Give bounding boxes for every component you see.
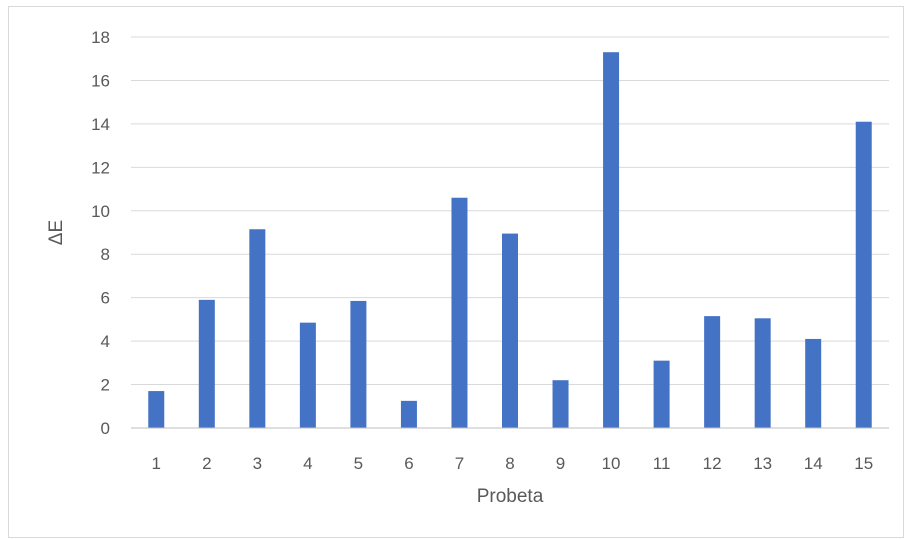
x-tick-label: 2 [202, 454, 211, 473]
x-tick-label: 12 [703, 454, 722, 473]
bar [299, 322, 316, 428]
bar [148, 391, 165, 428]
y-tick-label: 6 [101, 289, 110, 308]
x-tick-label: 6 [404, 454, 413, 473]
bar [653, 360, 670, 428]
x-axis-ticks: 1 2 3 4 5 6 7 8 9 10 11 12 13 14 15 [152, 454, 874, 473]
y-tick-label: 4 [101, 332, 110, 351]
x-tick-label: 15 [854, 454, 873, 473]
bars [148, 52, 872, 428]
x-axis-title: Probeta [477, 486, 544, 507]
x-tick-label: 14 [804, 454, 823, 473]
y-axis-ticks: 0 2 4 6 8 10 12 14 16 18 [91, 28, 110, 438]
x-tick-label: 3 [253, 454, 262, 473]
x-tick-label: 7 [455, 454, 464, 473]
x-tick-label: 1 [152, 454, 161, 473]
y-tick-label: 16 [91, 71, 110, 90]
x-tick-label: 5 [354, 454, 363, 473]
bar [754, 318, 771, 428]
y-tick-label: 18 [91, 28, 110, 47]
x-tick-label: 13 [753, 454, 772, 473]
bar [249, 229, 266, 428]
y-tick-label: 12 [91, 158, 110, 177]
bar [198, 299, 215, 428]
x-tick-label: 4 [303, 454, 312, 473]
bar [502, 233, 518, 428]
x-tick-label: 9 [556, 454, 565, 473]
y-tick-label: 2 [101, 376, 110, 395]
y-tick-label: 8 [101, 245, 110, 264]
y-tick-label: 10 [91, 202, 110, 221]
bar [451, 197, 468, 428]
bar [552, 380, 569, 428]
x-tick-label: 8 [505, 454, 514, 473]
x-tick-label: 11 [653, 454, 671, 473]
bar [805, 338, 822, 428]
y-axis-title: ΔE [46, 220, 67, 245]
y-tick-label: 0 [101, 419, 110, 438]
bar [855, 121, 872, 428]
bar [603, 52, 620, 428]
bar [400, 400, 417, 428]
x-tick-label: 10 [602, 454, 621, 473]
bar [704, 316, 721, 428]
bar [350, 300, 367, 428]
y-tick-label: 14 [91, 115, 110, 134]
